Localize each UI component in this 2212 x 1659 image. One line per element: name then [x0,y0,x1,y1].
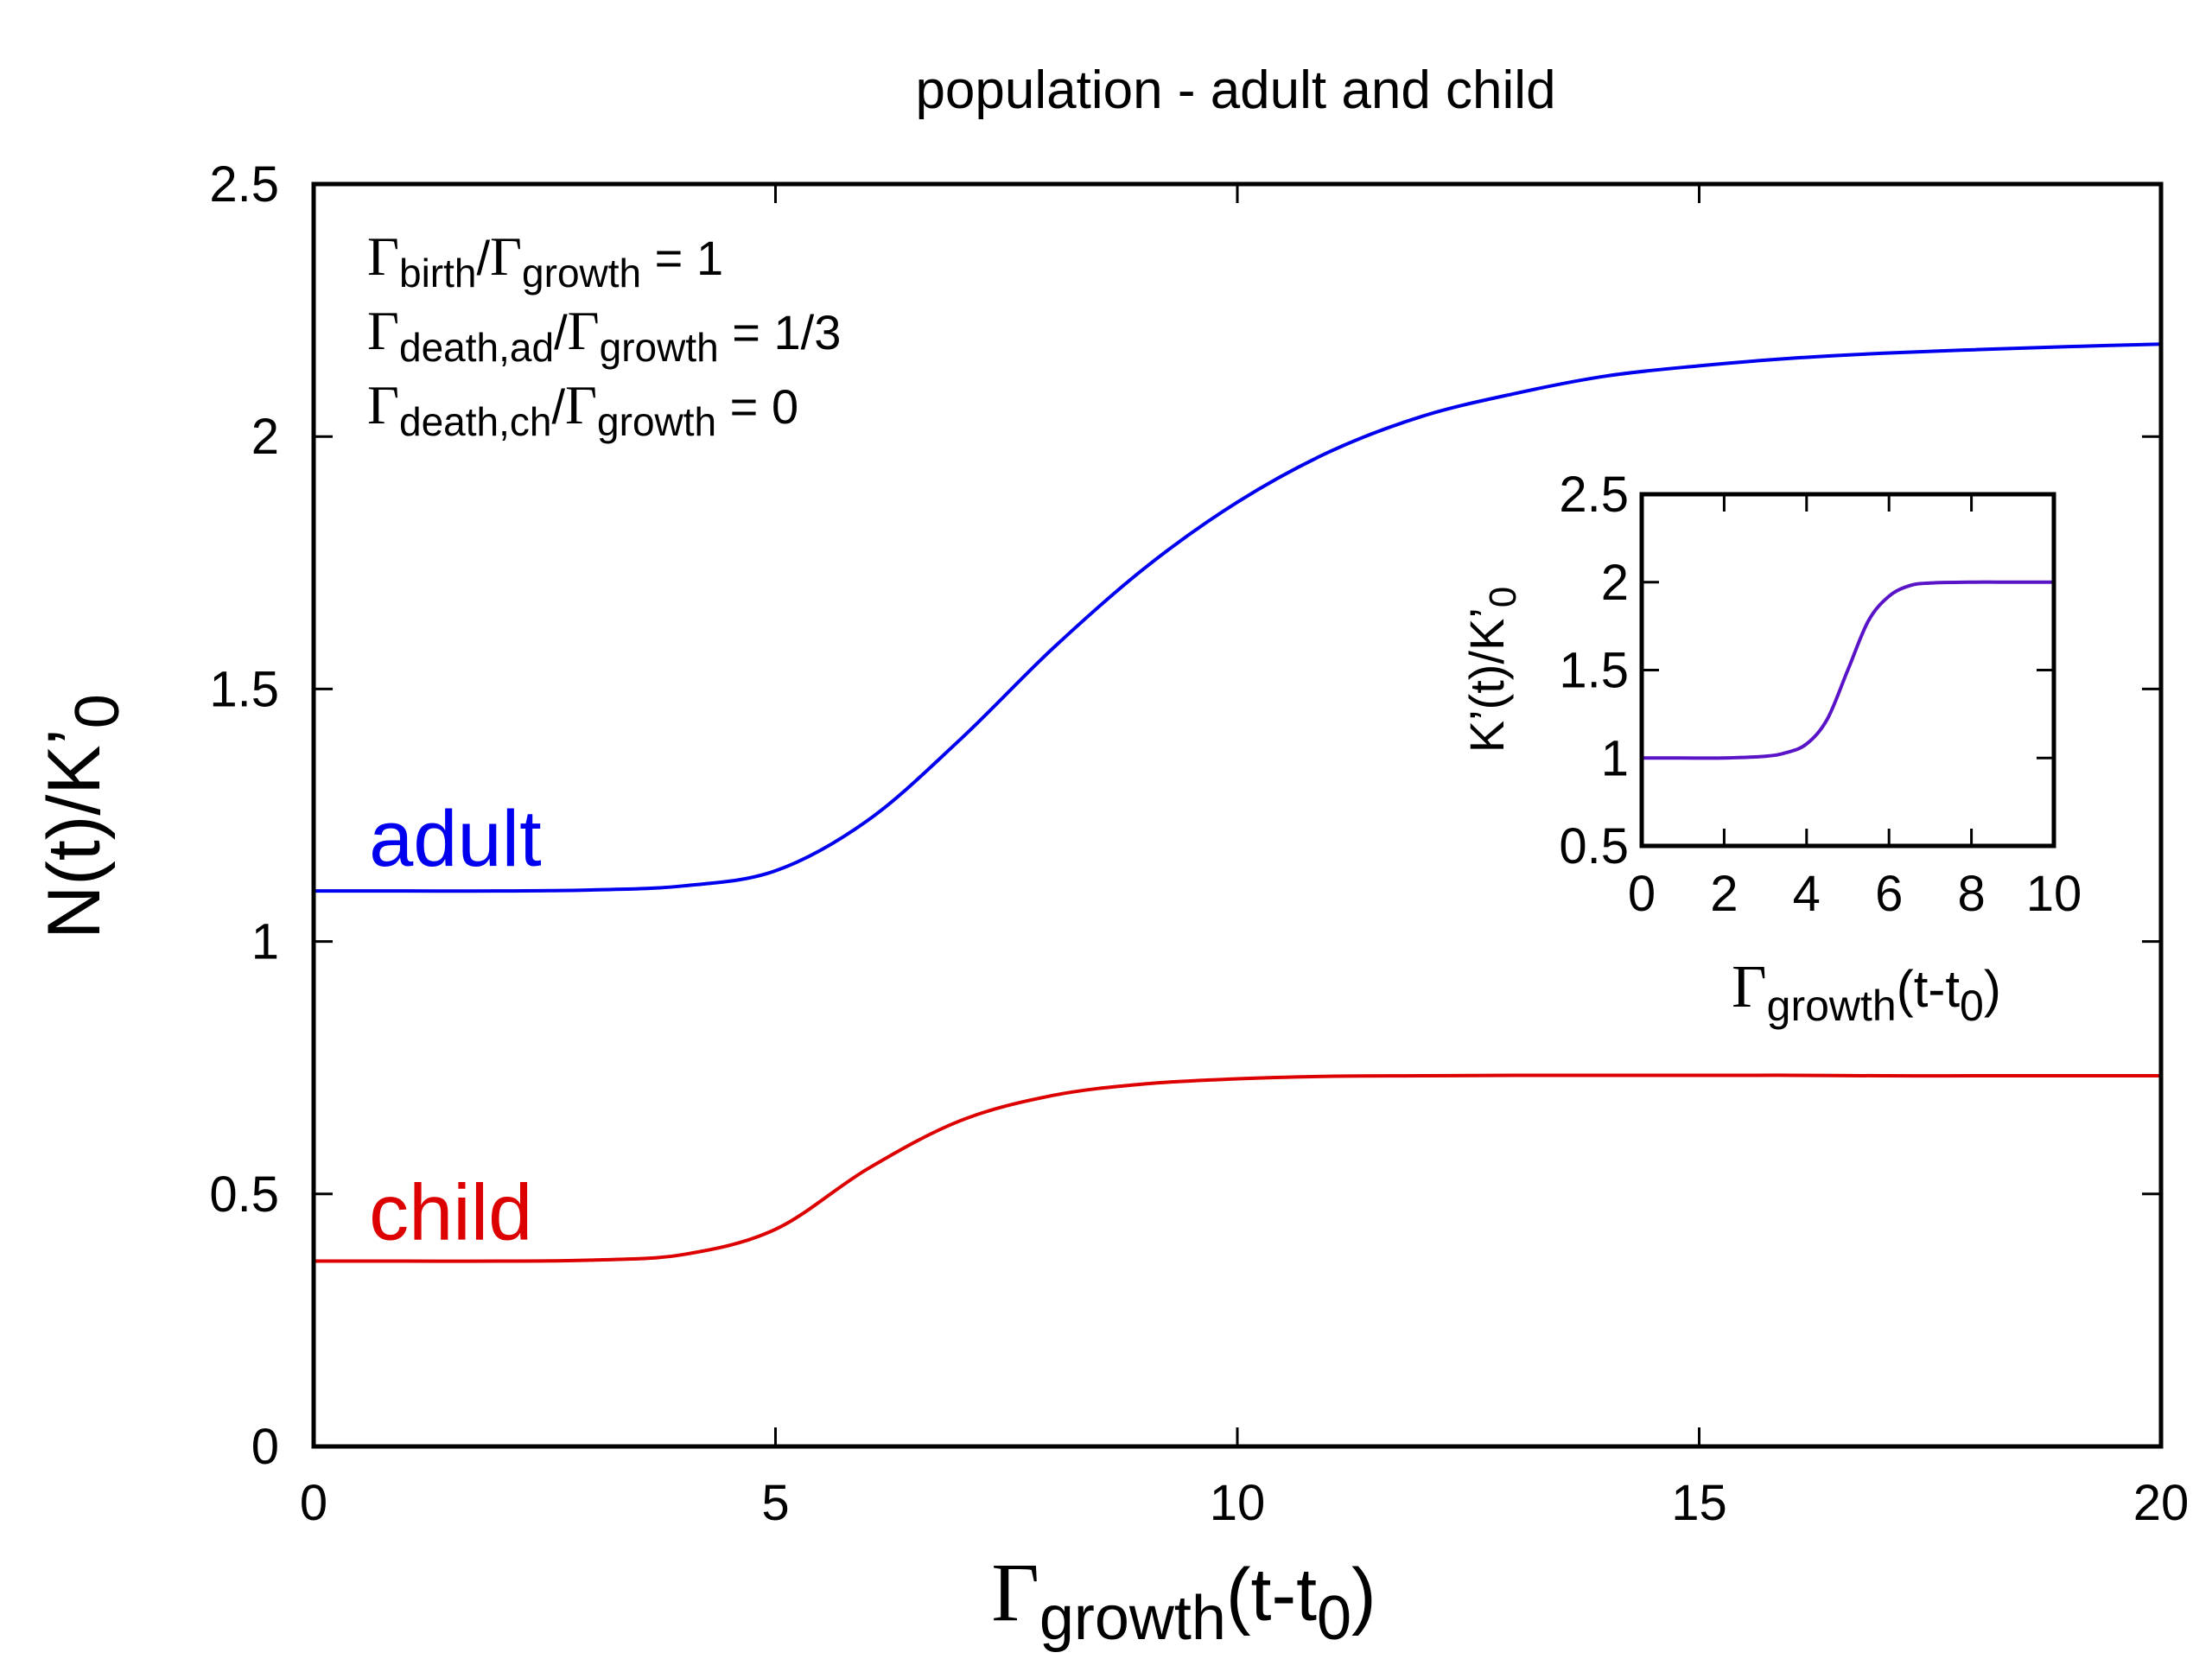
inset-series [1642,580,2054,760]
x-tick-label: 20 [2133,1475,2190,1531]
chart-title: population - adult and child [915,60,1555,120]
series-line-child [314,1073,2161,1263]
series-label-adult: adult [369,795,542,883]
inset-y-axis-label: K’(t)/K’0 [1459,587,1524,753]
x-tick-label: 8 [1957,866,1985,922]
y-tick-label: 2 [251,409,279,465]
y-axis-label: N(t)/K’0 [33,694,132,939]
x-tick-label: 10 [2026,866,2082,922]
y-tick-label: 2 [1601,555,1629,611]
annotation-line-1: Γbirth/Γgrowth = 1 [367,226,723,296]
y-tick-label: 1 [251,914,279,970]
x-tick-label: 2 [1710,866,1738,922]
x-tick-label: 10 [1210,1475,1266,1531]
annotation-line-3: Γdeath,ch/Γgrowth = 0 [367,374,798,444]
series-line-adult [313,342,2162,893]
y-tick-label: 0 [251,1419,279,1475]
y-tick-label: 1.5 [209,661,279,717]
annotation-line-2: Γdeath,ad/Γgrowth = 1/3 [367,300,841,370]
main-series [313,342,2162,1263]
inset-tick-labels: 0 2 4 6 8 100.511.522.5 [1559,467,2082,922]
main-plot-frame [311,181,2164,1449]
y-tick-label: 0.5 [209,1166,279,1223]
x-tick-label: 0 [300,1475,327,1531]
parameter-annotations: Γbirth/Γgrowth = 1 Γdeath,ad/Γgrowth = 1… [367,226,841,444]
x-tick-label: 0 [1628,866,1656,922]
x-tick-label: 15 [1671,1475,1727,1531]
series-label-child: child [369,1168,532,1256]
x-tick-label: 5 [761,1475,789,1531]
y-tick-label: 0.5 [1559,818,1629,874]
inset-x-axis-label: Γgrowth(t-t0) [1732,954,2001,1030]
inset-plot-frame [1639,492,2056,849]
y-tick-label: 1.5 [1559,643,1629,699]
x-tick-label: 6 [1875,866,1903,922]
series-line-k [1642,580,2054,760]
x-axis-label: Γgrowth(t-t0) [991,1546,1376,1653]
x-tick-label: 4 [1793,866,1821,922]
y-tick-label: 1 [1601,730,1629,786]
y-tick-label: 2.5 [1559,467,1629,523]
y-tick-label: 2.5 [209,156,279,213]
